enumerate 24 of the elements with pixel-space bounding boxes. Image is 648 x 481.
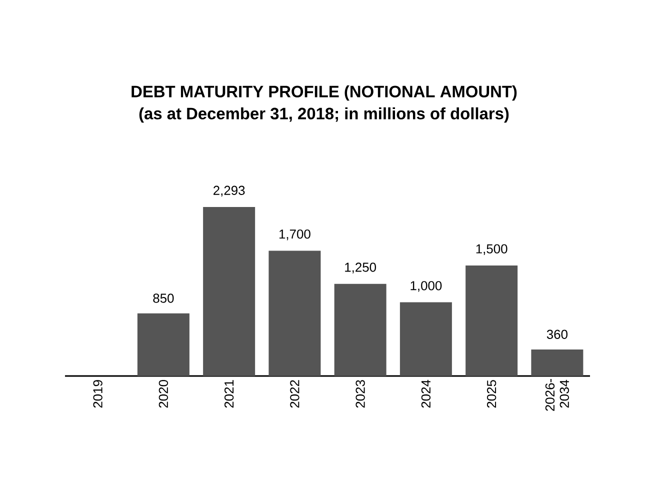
x-tick-label: 2021 bbox=[224, 380, 234, 408]
x-tick-label: 2025 bbox=[486, 380, 496, 408]
data-label: 360 bbox=[546, 330, 568, 339]
bar bbox=[203, 207, 256, 376]
x-tick-label: 2020 bbox=[158, 380, 168, 408]
bar bbox=[268, 250, 321, 376]
x-tick-label: 2026-2034 bbox=[545, 378, 569, 411]
chart-title: DEBT MATURITY PROFILE (NOTIONAL AMOUNT) bbox=[132, 85, 517, 101]
data-label: 850 bbox=[153, 294, 174, 303]
bar bbox=[400, 302, 452, 376]
data-label: 1,500 bbox=[476, 244, 508, 255]
x-tick-label: 2024 bbox=[421, 380, 431, 408]
data-label: 1,250 bbox=[345, 262, 376, 274]
bar bbox=[531, 349, 584, 376]
data-label: 1,700 bbox=[279, 230, 310, 240]
bar bbox=[466, 265, 518, 376]
x-tick-label: 2022 bbox=[290, 380, 300, 408]
x-tick-label: 2023 bbox=[356, 380, 365, 408]
bar bbox=[334, 284, 386, 376]
chart-subtitle: (as at December 31, 2018; in millions of dollars) bbox=[139, 107, 509, 123]
data-label: 2,293 bbox=[214, 186, 245, 197]
data-label: 1,000 bbox=[410, 281, 442, 292]
x-tick-label: 2019 bbox=[93, 380, 102, 408]
bar bbox=[137, 313, 190, 376]
